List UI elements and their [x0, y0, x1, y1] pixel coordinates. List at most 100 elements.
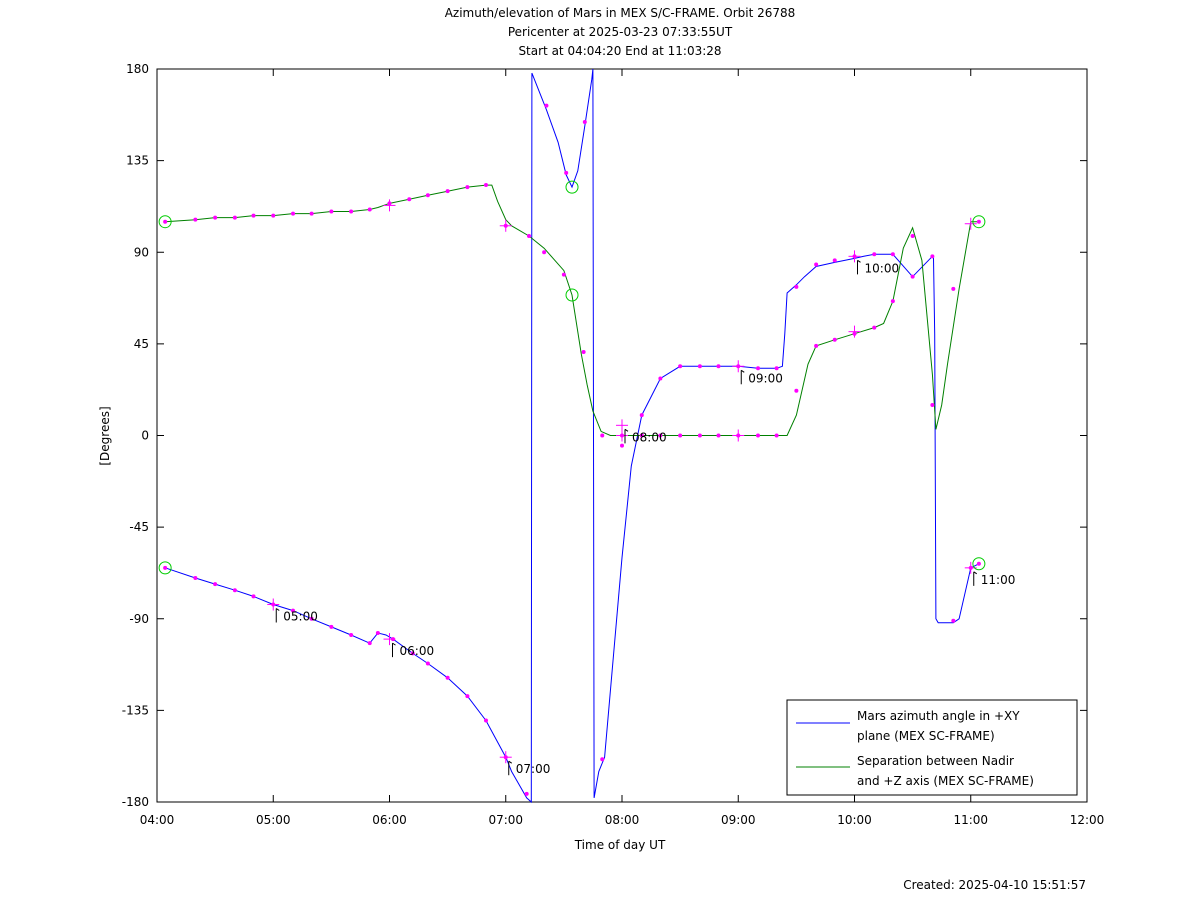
data-point-azimuth: [794, 284, 799, 289]
time-annotation: 10:00: [857, 259, 899, 275]
data-point-separation: [407, 197, 412, 202]
data-point-azimuth: [232, 588, 237, 593]
created-timestamp: Created: 2025-04-10 15:51:57: [903, 878, 1086, 892]
data-point-separation: [814, 343, 819, 348]
data-point-separation: [527, 233, 531, 238]
data-point-azimuth: [465, 694, 470, 699]
data-point-azimuth: [976, 561, 981, 566]
data-point-azimuth: [951, 618, 956, 623]
data-point-separation: [639, 433, 644, 438]
time-annotation: 05:00: [275, 608, 318, 623]
data-point-azimuth: [600, 757, 605, 762]
time-annotation: 06:00: [392, 642, 435, 658]
data-point-separation: [658, 433, 663, 438]
hour-marker-azimuth: [848, 250, 861, 263]
data-point-azimuth: [910, 274, 915, 279]
y-axis-label: [Degrees]: [98, 406, 112, 465]
chart-title-line: Pericenter at 2025-03-23 07:33:55UT: [508, 25, 733, 39]
data-point-azimuth: [872, 252, 877, 257]
time-annotation-label: 05:00: [283, 609, 318, 623]
time-annotation-label: 09:00: [748, 371, 783, 385]
data-point-azimuth: [445, 675, 450, 680]
x-tick-label: 10:00: [837, 813, 872, 827]
legend: Mars azimuth angle in +XY plane (MEX SC-…: [786, 699, 1078, 796]
data-point-azimuth: [544, 103, 549, 108]
data-point-azimuth: [814, 262, 819, 267]
x-tick-label: 11:00: [953, 813, 988, 827]
x-tick-label: 04:00: [140, 813, 175, 827]
endpoint-marker-azimuth: [972, 557, 986, 571]
data-point-azimuth: [367, 641, 372, 646]
data-point-azimuth: [658, 376, 663, 381]
data-point-azimuth: [291, 608, 296, 613]
legend-label-separation-2: and +Z axis (MEX SC-FRAME): [857, 774, 1034, 788]
hour-marker-azimuth: [383, 633, 396, 646]
endpoint-marker-separation: [565, 288, 579, 302]
data-point-azimuth: [582, 119, 587, 124]
chart-title-line: Start at 04:04:20 End at 11:03:28: [518, 44, 721, 58]
data-point-azimuth: [524, 791, 529, 796]
legend-label-azimuth-1: Mars azimuth angle in +XY: [857, 709, 1020, 723]
data-point-azimuth: [309, 616, 314, 621]
data-point-separation: [271, 213, 276, 218]
hour-marker-azimuth: [732, 360, 745, 373]
x-axis-label: Time of day UT: [574, 838, 666, 852]
data-point-azimuth: [193, 576, 198, 581]
y-tick-label: -45: [129, 520, 149, 534]
hour-marker-azimuth: [267, 598, 280, 611]
data-point-separation: [951, 286, 956, 291]
y-tick-label: -135: [122, 703, 149, 717]
time-annotation-label: 06:00: [400, 644, 435, 658]
data-point-azimuth: [639, 413, 644, 418]
hour-marker-azimuth: [616, 419, 628, 432]
time-annotation-pointer-head: [740, 369, 745, 373]
data-point-azimuth: [620, 443, 624, 448]
data-point-azimuth: [564, 170, 569, 175]
x-tick-label: 12:00: [1070, 813, 1105, 827]
data-point-azimuth: [756, 366, 761, 371]
data-point-azimuth: [832, 258, 837, 263]
data-point-azimuth: [213, 582, 218, 587]
data-point-separation: [329, 209, 334, 214]
legend-label-separation-1: Separation between Nadir: [857, 754, 1014, 768]
endpoint-marker-azimuth: [158, 561, 172, 575]
data-point-azimuth: [329, 624, 334, 629]
x-tick-label: 08:00: [605, 813, 640, 827]
data-point-azimuth: [930, 254, 935, 259]
data-point-azimuth: [774, 366, 779, 371]
series-line-separation: [165, 184, 979, 436]
hour-marker-separation: [499, 219, 512, 232]
y-axis: 180 135 90 45 0 -45 -90 -135 -180: [122, 62, 1087, 809]
y-tick-label: -90: [129, 612, 149, 626]
data-point-separation: [465, 185, 470, 190]
time-annotation-pointer-head: [275, 608, 280, 611]
data-point-separation: [794, 388, 799, 393]
endpoint-marker-separation: [972, 215, 986, 229]
y-tick-label: 0: [141, 429, 149, 443]
data-point-azimuth: [410, 651, 415, 656]
data-point-separation: [872, 325, 877, 330]
data-point-azimuth: [678, 364, 683, 369]
data-point-separation: [291, 211, 296, 216]
data-point-separation: [756, 433, 761, 438]
data-point-separation: [309, 211, 314, 216]
y-tick-label: 90: [134, 245, 149, 259]
time-annotation-pointer-head: [508, 760, 513, 764]
data-point-separation: [445, 189, 450, 194]
time-annotation-pointer-head: [973, 571, 978, 575]
endpoint-marker-azimuth: [565, 180, 579, 194]
hour-marker-separation: [383, 199, 396, 212]
data-point-separation: [890, 299, 895, 304]
data-point-separation: [581, 350, 586, 355]
time-annotation-label: 11:00: [981, 573, 1016, 587]
data-point-separation: [976, 219, 981, 224]
data-point-azimuth: [251, 594, 256, 599]
data-point-separation: [163, 219, 168, 224]
time-annotation-pointer-head: [392, 642, 396, 646]
data-point-separation: [697, 433, 702, 438]
plot-area: 05:00 06:00 07:00 08:00 09:00 10:00 11:00: [158, 68, 1016, 804]
x-tick-label: 05:00: [256, 813, 291, 827]
time-annotation: 11:00: [973, 571, 1016, 587]
data-point-separation: [367, 207, 372, 212]
